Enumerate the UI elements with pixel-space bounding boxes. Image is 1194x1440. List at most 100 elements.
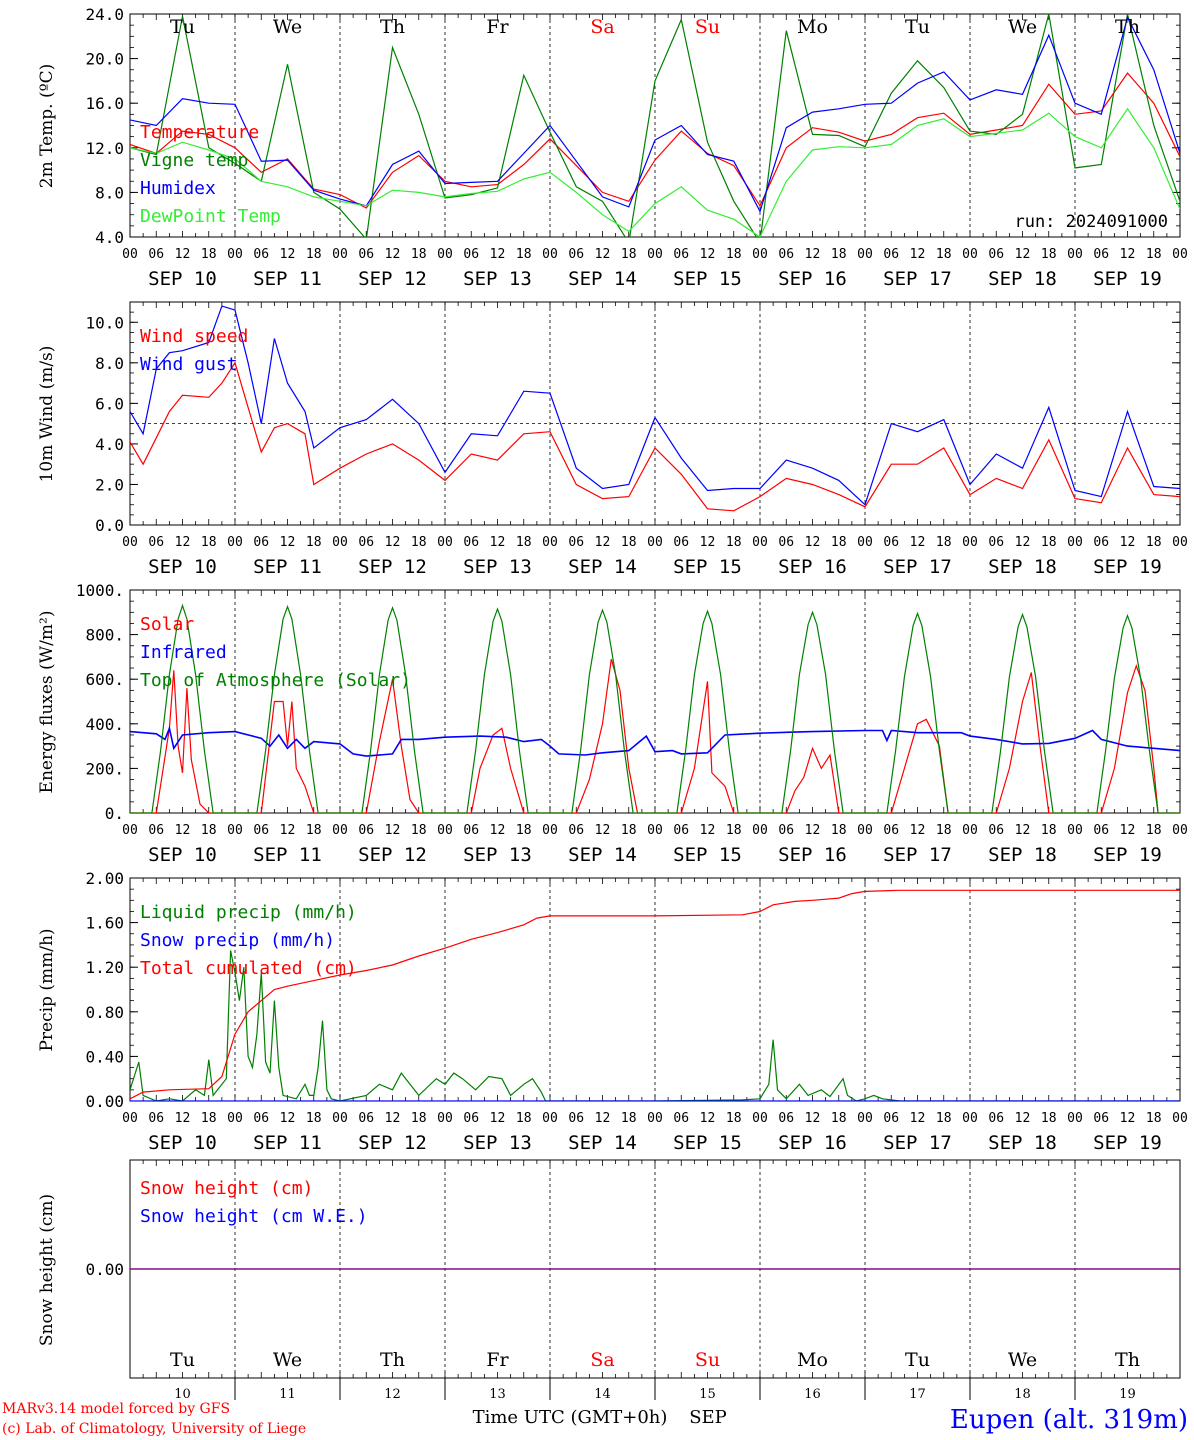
y-tick-label: 1.20: [85, 958, 124, 977]
hour-label: 18: [201, 535, 217, 550]
hour-label: 18: [306, 823, 322, 838]
legend-entry: DewPoint Temp: [140, 206, 281, 227]
hour-label: 06: [148, 823, 164, 838]
hour-label: 00: [962, 823, 978, 838]
day-abbr-label: Sa: [590, 16, 614, 38]
hour-label: 00: [752, 535, 768, 550]
day-abbr-label: Mo: [797, 1349, 828, 1371]
snow-panel: 0.00 Snow height (cm) Snow height (cm) Snow…: [37, 1159, 1181, 1402]
hour-label: 18: [621, 823, 637, 838]
series-line-wind-gust: [130, 305, 1180, 506]
date-label: SEP 12: [358, 556, 427, 578]
day-number-label: 19: [1119, 1387, 1136, 1402]
hour-label: 18: [831, 1111, 847, 1126]
hour-label: 00: [1172, 535, 1188, 550]
hour-label: 18: [201, 247, 217, 262]
date-label: SEP 16: [778, 556, 847, 578]
x-axis-title: Time UTC (GMT+0h): [473, 1407, 668, 1428]
day-abbr-label: We: [273, 1349, 302, 1371]
hour-label: 18: [1146, 823, 1162, 838]
y-tick-label: 1.60: [85, 914, 124, 933]
date-label: SEP 15: [673, 844, 742, 866]
hour-label: 00: [437, 1111, 453, 1126]
hour-label: 00: [857, 535, 873, 550]
date-label: SEP 13: [463, 1132, 532, 1154]
hour-label: 18: [936, 823, 952, 838]
hour-label: 18: [726, 823, 742, 838]
hour-label: 18: [831, 823, 847, 838]
hour-label: 00: [332, 1111, 348, 1126]
hour-label: 18: [411, 823, 427, 838]
hour-label: 18: [1146, 1111, 1162, 1126]
date-label: SEP 11: [253, 1132, 322, 1154]
y-axis-label: 10m Wind (m/s): [37, 346, 57, 483]
hour-label: 06: [1093, 1111, 1109, 1126]
date-label: SEP 16: [778, 1132, 847, 1154]
hour-label: 06: [568, 535, 584, 550]
hour-label: 18: [1041, 823, 1057, 838]
date-label: SEP 10: [148, 1132, 217, 1154]
hour-label: 12: [595, 1111, 611, 1126]
day-number-label: 17: [909, 1387, 926, 1402]
date-label: SEP 10: [148, 556, 217, 578]
hour-label: 18: [201, 1111, 217, 1126]
day-abbr-label: Th: [1115, 16, 1140, 38]
legend-entry: Snow height (cm W.E.): [140, 1206, 368, 1227]
legend-entry: Top of Atmosphere (Solar): [140, 670, 411, 691]
y-tick-label: 8.0: [95, 183, 124, 202]
date-label: SEP 15: [673, 268, 742, 290]
hour-label: 06: [673, 823, 689, 838]
date-label: SEP 10: [148, 268, 217, 290]
hour-label: 18: [1041, 1111, 1057, 1126]
y-axis-label: Precip (mm/h): [37, 928, 57, 1051]
hour-label: 12: [595, 823, 611, 838]
hour-label: 12: [910, 535, 926, 550]
legend-entry: Wind speed: [140, 326, 248, 347]
hour-label: 06: [358, 247, 374, 262]
run-label: run: 2024091000: [1014, 212, 1168, 232]
hour-label: 12: [385, 823, 401, 838]
hour-label: 00: [647, 823, 663, 838]
date-label: SEP 17: [883, 844, 952, 866]
hour-label: 12: [1015, 823, 1031, 838]
day-abbr-label: Fr: [486, 16, 509, 38]
hour-label: 06: [673, 535, 689, 550]
day-abbr-label: Fr: [486, 1349, 509, 1371]
day-abbr-label: Th: [1115, 1349, 1140, 1371]
hour-label: 12: [700, 1111, 716, 1126]
hour-label: 06: [358, 823, 374, 838]
hour-label: 00: [437, 247, 453, 262]
hour-label: 18: [936, 535, 952, 550]
series-line-top-of-atmosphere-solar: [130, 603, 1180, 813]
wind-panel: 0.0 2.0 4.0 6.0 8.0 10.0 10m Wind (m/s) Wind sp…: [37, 301, 1188, 578]
hour-label: 12: [280, 247, 296, 262]
month-label: SEP: [689, 1407, 727, 1428]
hour-label: 18: [516, 247, 532, 262]
hour-label: 06: [778, 823, 794, 838]
date-label: SEP 17: [883, 556, 952, 578]
legend-entry: Snow precip (mm/h): [140, 930, 335, 951]
hour-label: 06: [988, 535, 1004, 550]
series-line-solar: [130, 658, 1180, 813]
day-abbr-label: Th: [380, 16, 405, 38]
hour-label: 00: [542, 247, 558, 262]
hour-label: 00: [1172, 823, 1188, 838]
y-tick-label: 12.0: [85, 139, 124, 158]
day-number-label: 15: [699, 1387, 716, 1402]
y-tick-label: 6.0: [95, 394, 124, 413]
date-label: SEP 13: [463, 556, 532, 578]
legend-entry: Humidex: [140, 178, 216, 199]
hour-label: 00: [857, 1111, 873, 1126]
hour-label: 12: [490, 247, 506, 262]
hour-label: 12: [175, 535, 191, 550]
legend-entry: Vigne temp: [140, 150, 248, 171]
hour-label: 12: [1120, 247, 1136, 262]
series-line-vigne-temp: [130, 14, 1180, 237]
hour-label: 12: [280, 1111, 296, 1126]
day-abbr-label: Mo: [797, 16, 828, 38]
hour-label: 18: [306, 247, 322, 262]
day-abbr-label: Th: [380, 1349, 405, 1371]
hour-label: 12: [175, 247, 191, 262]
y-tick-label: 0.00: [85, 1092, 124, 1111]
